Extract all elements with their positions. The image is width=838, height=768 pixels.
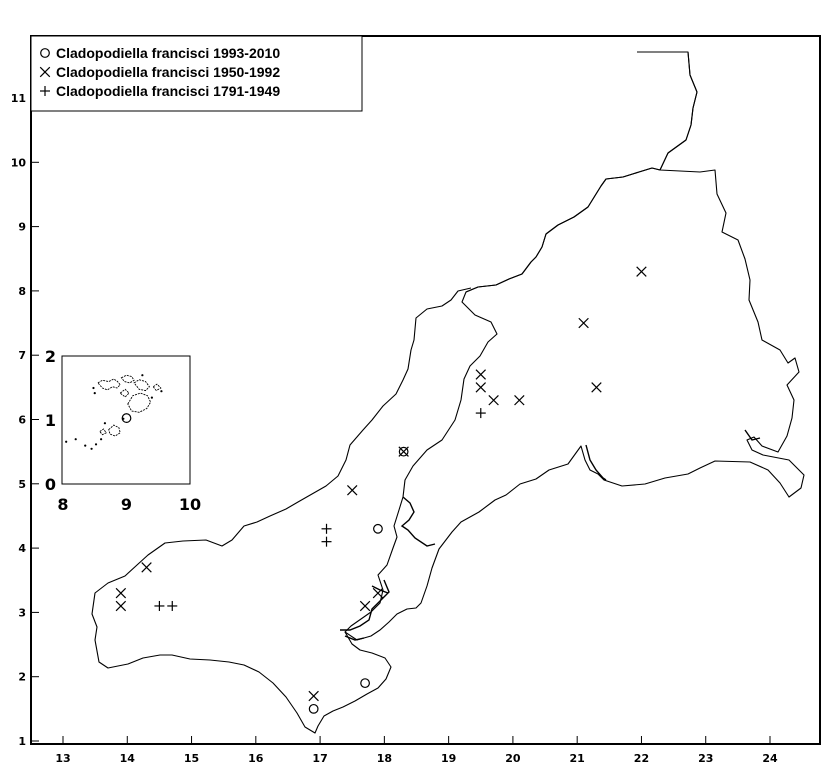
y-tick-label: 6 <box>18 414 26 427</box>
record-marker-x <box>591 382 602 393</box>
x-tick-label: 19 <box>441 752 456 765</box>
inset-island-outline <box>97 378 121 391</box>
x-tick-label: 14 <box>120 752 136 765</box>
x-tick-label: 21 <box>570 752 585 765</box>
inset-rock <box>150 396 153 399</box>
x-tick-label: 22 <box>634 752 649 765</box>
x-tick-label: 24 <box>762 752 778 765</box>
legend-marker-plus <box>40 86 50 96</box>
inset-island-outline <box>127 392 152 413</box>
record-marker-x <box>141 562 152 573</box>
mainland-coastline-east <box>344 51 805 641</box>
inset-rock <box>84 444 87 447</box>
inset-rock <box>103 422 107 425</box>
inset-rock <box>90 447 93 450</box>
legend-marker-x <box>39 66 51 78</box>
estuary-north <box>585 444 607 481</box>
inset-rock <box>100 438 103 441</box>
x-tick-label: 17 <box>312 752 327 765</box>
y-tick-label: 8 <box>18 285 26 298</box>
inset-island-outline <box>152 383 162 392</box>
record-marker-circle <box>398 446 409 457</box>
legend-marker-circle <box>40 48 50 58</box>
legend-label: Cladopodiella francisci 1993-2010 <box>56 45 280 61</box>
legend-label: Cladopodiella francisci 1791-1949 <box>56 83 280 99</box>
y-tick-label: 7 <box>18 349 26 362</box>
inset-marker-circle <box>121 413 132 423</box>
inset-rock <box>160 390 163 393</box>
inset-y-tick-label: 1 <box>45 411 56 430</box>
record-marker-x <box>475 382 486 393</box>
x-tick-label: 20 <box>505 752 521 765</box>
record-marker-x <box>115 600 127 612</box>
river-fal-branch <box>371 585 389 594</box>
x-tick-label: 18 <box>377 752 392 765</box>
y-tick-label: 1 <box>18 735 26 748</box>
record-marker-x <box>488 394 499 406</box>
legend: Cladopodiella francisci 1993-2010 Cladopo… <box>30 35 363 112</box>
river-tamar <box>400 496 436 547</box>
river-helford <box>344 635 365 641</box>
inset-y-tick-label: 0 <box>45 475 56 494</box>
y-tick-label: 3 <box>18 606 26 619</box>
record-marker-plus <box>167 600 178 611</box>
legend-label: Cladopodiella francisci 1950-1992 <box>56 64 280 80</box>
legend-box <box>30 35 363 112</box>
record-marker-plus <box>321 536 332 547</box>
record-marker-x <box>475 369 486 380</box>
record-marker-plus <box>154 600 165 611</box>
inset-x-tick-label: 10 <box>179 495 201 514</box>
record-marker-x <box>578 317 589 329</box>
record-marker-x <box>115 587 127 599</box>
y-tick-label: 2 <box>18 671 26 684</box>
record-marker-x <box>347 485 358 496</box>
record-marker-circle <box>373 523 383 534</box>
record-marker-circle <box>308 703 319 714</box>
inset-islands <box>65 374 163 450</box>
inset-rock <box>141 374 144 377</box>
y-tick-label: 10 <box>11 156 27 169</box>
record-marker-x <box>398 446 409 457</box>
plot-frame <box>30 35 821 745</box>
inset-axes: 8 9 10 0 1 2 <box>45 347 201 514</box>
y-tick-label: 5 <box>18 478 26 491</box>
inset-frame <box>61 355 191 485</box>
markers <box>115 266 647 714</box>
inset-island-outline <box>119 388 130 398</box>
inset-rock <box>74 438 77 441</box>
record-marker-x <box>636 266 647 277</box>
inset-rock <box>94 443 98 446</box>
x-tick-label: 23 <box>698 752 713 765</box>
inset-island-outline <box>108 424 121 437</box>
record-marker-x <box>308 690 319 702</box>
inset-map: 8 9 10 0 1 2 <box>45 347 201 514</box>
y-tick-label: 9 <box>18 221 26 234</box>
record-marker-plus <box>475 408 486 419</box>
inset-rock <box>65 440 68 443</box>
inset-island-outline <box>133 379 150 392</box>
record-marker-x <box>359 600 371 612</box>
x-tick-label: 16 <box>248 752 264 765</box>
inset-rock <box>93 392 96 395</box>
legend-rows: Cladopodiella francisci 1993-2010 Cladopo… <box>39 45 280 99</box>
x-tick-label: 15 <box>184 752 199 765</box>
record-marker-circle <box>360 678 370 689</box>
record-marker-x <box>514 394 525 406</box>
inset-island-outline <box>99 428 107 436</box>
inset-x-tick-label: 9 <box>121 495 132 514</box>
y-tick-label: 11 <box>11 92 26 105</box>
x-tick-label: 13 <box>55 752 70 765</box>
inset-x-tick-label: 8 <box>57 495 68 514</box>
record-marker-plus <box>321 523 332 534</box>
inset-island-outline <box>120 374 135 384</box>
inset-y-tick-label: 2 <box>45 347 56 366</box>
y-tick-label: 4 <box>18 542 26 555</box>
estuary-east <box>744 429 761 441</box>
record-marker-x <box>372 587 384 599</box>
inset-rock <box>92 386 95 390</box>
